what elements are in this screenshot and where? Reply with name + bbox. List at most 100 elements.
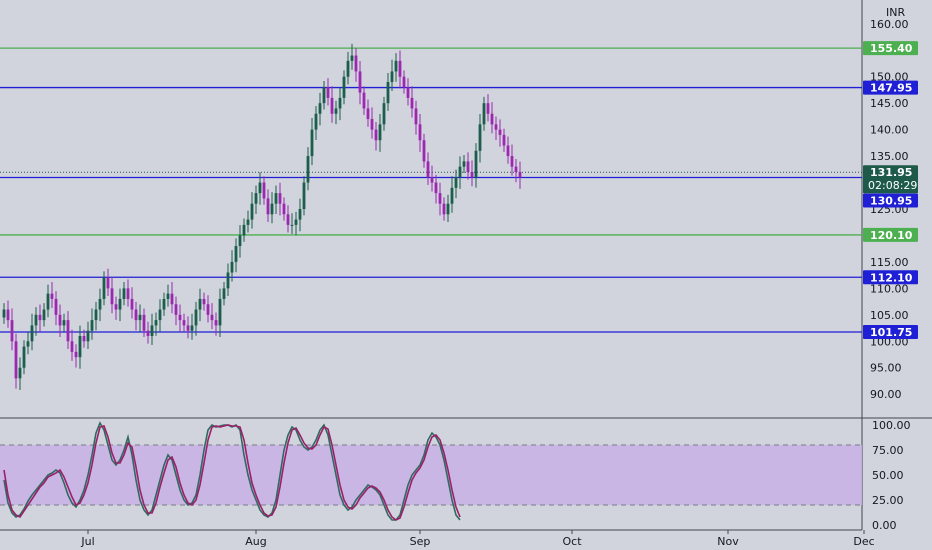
candle-body	[10, 320, 14, 342]
last-price-bg	[863, 165, 918, 194]
candle-body	[338, 97, 342, 109]
candle-body	[38, 314, 42, 321]
candle-body	[374, 129, 378, 141]
price-line-labels: 155.40 147.95 120.10 112.10 101.75 131.9502:0…	[863, 41, 918, 340]
candle-body	[54, 298, 58, 315]
candle-body	[370, 119, 374, 130]
candle-body	[50, 293, 54, 299]
candle-body	[146, 330, 150, 336]
candle-body	[390, 71, 394, 83]
candle-body	[26, 341, 30, 347]
candle-body	[122, 288, 126, 299]
candle-body	[62, 320, 66, 326]
candle-body	[214, 320, 218, 326]
candle-body	[410, 97, 414, 109]
stochastic-band-fill	[0, 445, 862, 505]
price-tick-label: 135.00	[870, 150, 909, 163]
candle-body	[430, 177, 434, 183]
price-tick-label: 160.00	[870, 18, 909, 31]
candle-body	[346, 60, 350, 77]
candle-body	[58, 314, 62, 326]
candle-body	[334, 108, 338, 114]
stochastic-tick-label: 50.00	[872, 469, 904, 482]
candle-body	[478, 124, 482, 151]
horizontal-line-label: 147.95	[870, 82, 912, 95]
stochastic-k-line	[3, 421, 461, 521]
horizontal-line-label: 155.40	[870, 42, 913, 55]
time-tick-label: Nov	[717, 535, 739, 548]
candle-body	[22, 346, 26, 368]
candle-body	[222, 288, 226, 299]
price-tick-label: 115.00	[870, 256, 909, 269]
candle-body	[394, 60, 398, 72]
candle-body	[194, 309, 198, 326]
candle-body	[434, 182, 438, 194]
time-tick-label: Aug	[245, 535, 266, 548]
candle-body	[290, 224, 294, 226]
candle-body	[138, 314, 142, 321]
price-tick-label: 140.00	[870, 124, 909, 137]
candle-body	[426, 161, 430, 178]
candle-body	[350, 55, 354, 61]
candle-body	[266, 198, 270, 215]
candle-body	[258, 182, 262, 194]
time-tick-label: Oct	[562, 535, 582, 548]
candle-body	[274, 193, 278, 204]
candle-body	[114, 304, 118, 310]
candle-body	[198, 298, 202, 310]
candle-body	[362, 92, 366, 109]
candle-body	[174, 304, 178, 315]
candle-body	[142, 314, 146, 331]
currency-label: INR	[886, 6, 905, 19]
time-tick-label: Dec	[853, 535, 874, 548]
price-tick-label: 145.00	[870, 97, 909, 110]
horizontal-line-label-bg	[863, 325, 918, 340]
stochastic-d-line	[3, 424, 461, 521]
candle-body	[378, 124, 382, 141]
candle-body	[134, 309, 138, 321]
candle-body	[330, 97, 334, 114]
candle-body	[358, 71, 362, 93]
price-tick-label: 110.00	[870, 282, 909, 295]
current-line-label: 130.95	[870, 195, 912, 208]
stochastic-pane[interactable]: 0.00 25.00 50.00 75.00 100.00	[0, 419, 911, 532]
candle-body	[386, 82, 390, 104]
stochastic-tick-label: 75.00	[872, 444, 904, 457]
candle-body	[162, 298, 166, 310]
horizontal-line-label-bg	[863, 41, 918, 56]
candle-body	[94, 309, 98, 321]
horizontal-lines	[0, 47, 862, 333]
candle-body	[342, 76, 346, 98]
candle-body	[242, 224, 246, 236]
candle-body	[182, 320, 186, 326]
candle-body	[106, 277, 110, 289]
candle-body	[34, 314, 38, 326]
candle-body	[498, 129, 502, 135]
horizontal-line-label-bg	[863, 227, 918, 242]
candle-body	[446, 203, 450, 215]
candle-body	[102, 277, 106, 299]
candle-body	[218, 298, 222, 326]
countdown-label: 02:08:29	[868, 179, 917, 192]
candle-body	[78, 335, 82, 358]
candle-body	[414, 108, 418, 125]
candlestick-series	[2, 43, 522, 390]
price-tick-label: 90.00	[870, 388, 902, 401]
candle-body	[314, 113, 318, 130]
candle-body	[210, 314, 214, 321]
candle-body	[6, 309, 10, 321]
stochastic-tick-label: 100.00	[872, 419, 911, 432]
candle-body	[466, 161, 470, 172]
current-line-bg	[863, 193, 918, 208]
candle-body	[438, 193, 442, 204]
candle-body	[254, 193, 258, 204]
price-axis: 90.0095.00100.00105.00110.00115.00120.00…	[870, 18, 909, 401]
time-tick-label: Jul	[80, 535, 94, 548]
time-tick-label: Sep	[410, 535, 431, 548]
candle-body	[442, 203, 446, 215]
stochastic-axis: 0.00 25.00 50.00 75.00 100.00	[872, 419, 911, 532]
price-pane[interactable]: 90.0095.00100.00105.00110.00115.00120.00…	[0, 0, 918, 530]
candle-body	[230, 261, 234, 273]
stochastic-tick-label: 25.00	[872, 494, 904, 507]
